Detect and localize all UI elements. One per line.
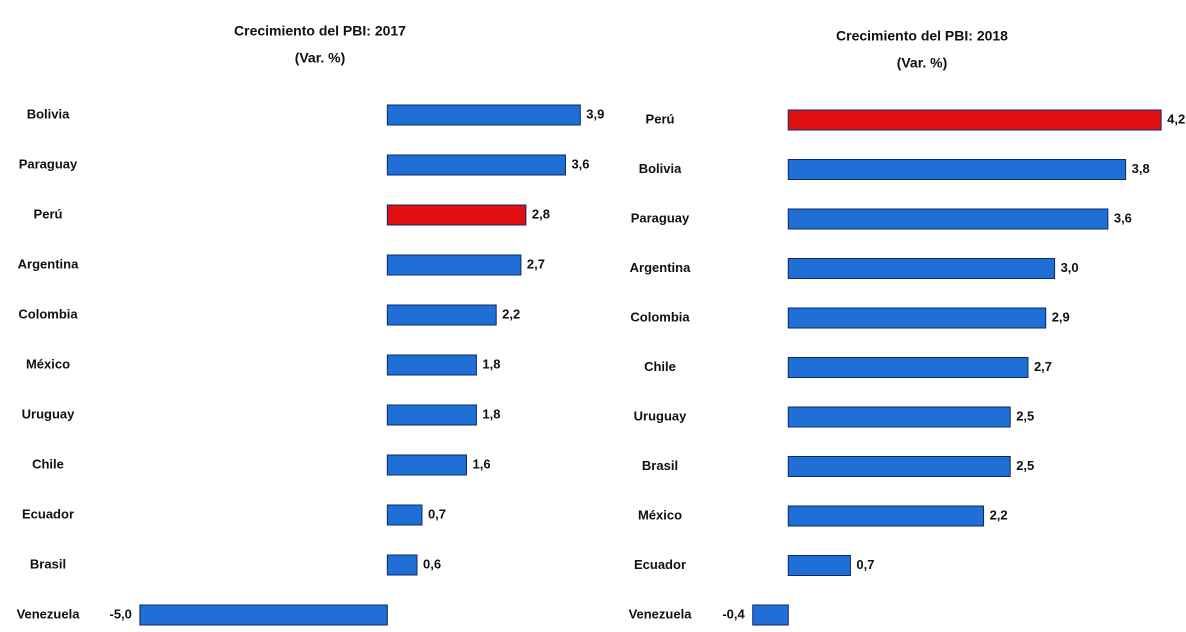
bar [386, 204, 527, 226]
value-label: 3,8 [1132, 161, 1150, 176]
value-label: 2,2 [502, 306, 520, 321]
category-label: Chile [644, 359, 676, 374]
bar [139, 604, 388, 626]
category-label: Venezuela [629, 606, 693, 621]
category-label: Venezuela [17, 606, 81, 621]
category-label: México [26, 356, 70, 371]
category-label: Argentina [18, 256, 79, 271]
value-label: 2,9 [1052, 309, 1070, 324]
bar [787, 307, 1047, 329]
category-label: Perú [646, 111, 675, 126]
category-label: Argentina [630, 260, 691, 275]
bar [787, 456, 1011, 477]
bar [386, 504, 423, 526]
category-label: Ecuador [22, 506, 74, 521]
category-label: Ecuador [634, 557, 686, 572]
value-label: 2,8 [532, 206, 550, 221]
category-label: Uruguay [22, 406, 76, 421]
category-label: Uruguay [634, 408, 688, 423]
bar [787, 406, 1011, 428]
value-label: 1,8 [482, 406, 500, 421]
category-label: Chile [32, 456, 64, 471]
value-label: 3,9 [586, 106, 604, 121]
value-label: -5,0 [109, 606, 131, 621]
bar [386, 554, 418, 576]
value-label: 2,7 [527, 256, 545, 271]
value-label: 2,7 [1034, 359, 1052, 374]
value-label: 0,6 [423, 556, 441, 571]
bar [787, 357, 1029, 378]
category-label: Brasil [642, 458, 678, 473]
category-label: Brasil [30, 556, 66, 571]
value-label: 3,6 [571, 156, 589, 171]
bar [752, 604, 789, 626]
category-label: Perú [34, 206, 63, 221]
value-label: 1,6 [472, 456, 490, 471]
value-label: 0,7 [428, 506, 446, 521]
chart-title: Crecimiento del PBI: 2018 [836, 28, 1008, 44]
bar [386, 354, 477, 376]
value-label: 0,7 [856, 557, 874, 572]
category-label: Bolivia [27, 106, 70, 121]
category-label: Colombia [18, 306, 78, 321]
bar [787, 505, 985, 527]
chart-subtitle: (Var. %) [295, 50, 346, 66]
category-label: Colombia [630, 309, 690, 324]
bar [386, 254, 522, 276]
bar [386, 304, 497, 326]
value-label: 2,2 [990, 507, 1008, 522]
value-label: 1,8 [482, 356, 500, 371]
bar [386, 404, 477, 426]
value-label: 4,2 [1167, 111, 1185, 126]
category-label: Bolivia [639, 161, 682, 176]
chart-title: Crecimiento del PBI: 2017 [234, 23, 406, 39]
value-label: -0,4 [722, 606, 745, 621]
bar [386, 454, 467, 476]
category-label: México [638, 507, 682, 522]
value-label: 2,5 [1016, 408, 1034, 423]
bar [386, 154, 566, 176]
chart-subtitle: (Var. %) [897, 55, 948, 71]
category-label: Paraguay [631, 210, 690, 225]
bar [787, 258, 1056, 279]
value-label: 3,0 [1061, 260, 1079, 275]
value-label: 3,6 [1114, 210, 1132, 225]
bar [787, 159, 1127, 180]
bar [787, 555, 851, 576]
category-label: Paraguay [19, 156, 78, 171]
bar [787, 109, 1162, 131]
bar [787, 208, 1109, 230]
value-label: 2,5 [1016, 458, 1034, 473]
bar [386, 104, 581, 126]
